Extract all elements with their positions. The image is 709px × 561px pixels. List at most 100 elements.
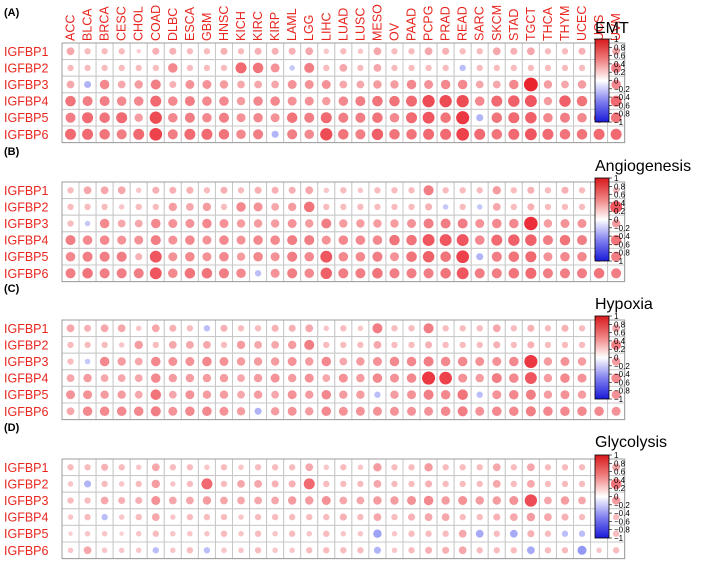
correlation-circle	[390, 496, 399, 505]
colorbar-tick-label: 0.4	[614, 199, 626, 208]
correlation-circle	[391, 187, 398, 194]
correlation-circle	[340, 341, 347, 349]
correlation-circle	[476, 325, 483, 332]
correlation-circle	[169, 186, 177, 194]
correlation-circle	[593, 268, 605, 279]
correlation-circle	[578, 464, 586, 471]
correlation-circle	[459, 48, 466, 55]
correlation-circle	[84, 497, 91, 504]
colorbar-tick-label: 0.8	[614, 182, 626, 191]
correlation-circle	[117, 235, 127, 245]
correlation-circle	[272, 547, 278, 554]
correlation-circle	[561, 186, 569, 194]
correlation-circle	[578, 325, 586, 332]
correlation-circle	[168, 252, 178, 262]
correlation-circle	[355, 235, 366, 245]
panel-emt: (A) EMT IGFBP1 IGFBP2 IGFBP3 IGFBP4 IGFBP5 IGFB…	[4, 7, 630, 144]
correlation-circle	[289, 65, 295, 71]
correlation-circle	[524, 494, 538, 507]
correlation-circle	[458, 496, 468, 505]
correlation-circle	[509, 356, 519, 367]
correlation-circle	[271, 496, 280, 505]
correlation-circle	[150, 79, 161, 90]
colorbar-tick-label: 0.4	[614, 60, 626, 69]
correlation-circle	[321, 496, 331, 505]
correlation-circle	[357, 530, 364, 537]
correlation-circle	[304, 373, 314, 383]
correlation-circle	[459, 325, 466, 332]
colorbar-tick-label: 0	[614, 493, 619, 502]
correlation-circle	[253, 129, 264, 140]
correlation-circle	[543, 96, 553, 106]
correlation-circle	[84, 358, 91, 365]
correlation-circle	[612, 513, 620, 521]
correlation-circle	[218, 129, 230, 140]
correlation-circle	[408, 187, 415, 194]
heatmap-grid-frame	[61, 181, 626, 283]
row-label-igfbp4: IGFBP4	[4, 95, 49, 109]
correlation-circle	[305, 186, 314, 195]
correlation-circle	[133, 128, 145, 140]
correlation-circle	[338, 406, 348, 416]
correlation-circle	[101, 463, 109, 471]
correlation-circle	[423, 185, 434, 196]
correlation-circle	[373, 496, 382, 505]
correlation-circle	[492, 47, 501, 56]
correlation-circle	[66, 80, 75, 89]
row-label-igfbp3: IGFBP3	[4, 355, 49, 369]
correlation-circle	[577, 357, 587, 366]
colorbar-tick-label: −0.8	[614, 387, 630, 396]
correlation-circle	[440, 356, 451, 367]
correlation-circle	[185, 496, 194, 505]
correlation-circle	[237, 325, 245, 332]
correlation-circle	[66, 47, 75, 56]
correlation-circle	[220, 203, 228, 211]
correlation-circle	[289, 547, 295, 554]
correlation-circle	[287, 129, 298, 140]
correlation-circle	[474, 268, 485, 279]
correlation-circle	[219, 96, 229, 106]
correlation-circle	[287, 219, 297, 228]
correlation-circle	[425, 546, 433, 554]
correlation-circle	[372, 235, 383, 245]
correlation-circle	[253, 96, 263, 106]
correlation-circle	[389, 234, 400, 246]
correlation-circle	[357, 203, 364, 211]
correlation-circle	[526, 480, 535, 488]
colorbar-tick-label: 0.8	[614, 320, 626, 329]
colorbar-tick-label: −0.6	[614, 517, 630, 526]
correlation-circle	[340, 547, 347, 554]
correlation-circle	[304, 268, 314, 279]
correlation-circle	[527, 203, 535, 211]
correlation-circle	[389, 373, 399, 383]
correlation-circle	[185, 341, 194, 349]
correlation-circle	[152, 186, 160, 194]
colorbar-tick-label: 1	[614, 35, 619, 44]
correlation-circle	[220, 324, 228, 332]
correlation-circle	[236, 113, 246, 123]
correlation-circle	[287, 406, 297, 416]
correlation-circle	[423, 495, 434, 506]
correlation-circle	[288, 530, 296, 537]
correlation-circle	[338, 235, 349, 245]
correlation-circle	[83, 186, 92, 195]
correlation-circle	[442, 341, 449, 349]
correlation-circle	[543, 357, 553, 366]
correlation-circle	[491, 268, 502, 279]
correlation-circle	[357, 341, 364, 349]
correlation-circle	[508, 95, 520, 107]
correlation-circle	[99, 79, 110, 90]
correlation-circle	[67, 514, 74, 520]
correlation-circle	[237, 80, 245, 89]
correlation-circle	[525, 234, 537, 246]
correlation-circle	[357, 513, 364, 521]
correlation-circle	[527, 530, 535, 538]
correlation-circle	[408, 48, 415, 55]
correlation-circle	[596, 547, 602, 554]
correlation-circle	[82, 96, 93, 107]
correlation-circle	[270, 63, 280, 73]
correlation-circle	[338, 129, 349, 140]
correlation-circle	[389, 129, 400, 140]
correlation-circle	[322, 96, 331, 106]
correlation-circle	[236, 268, 246, 279]
